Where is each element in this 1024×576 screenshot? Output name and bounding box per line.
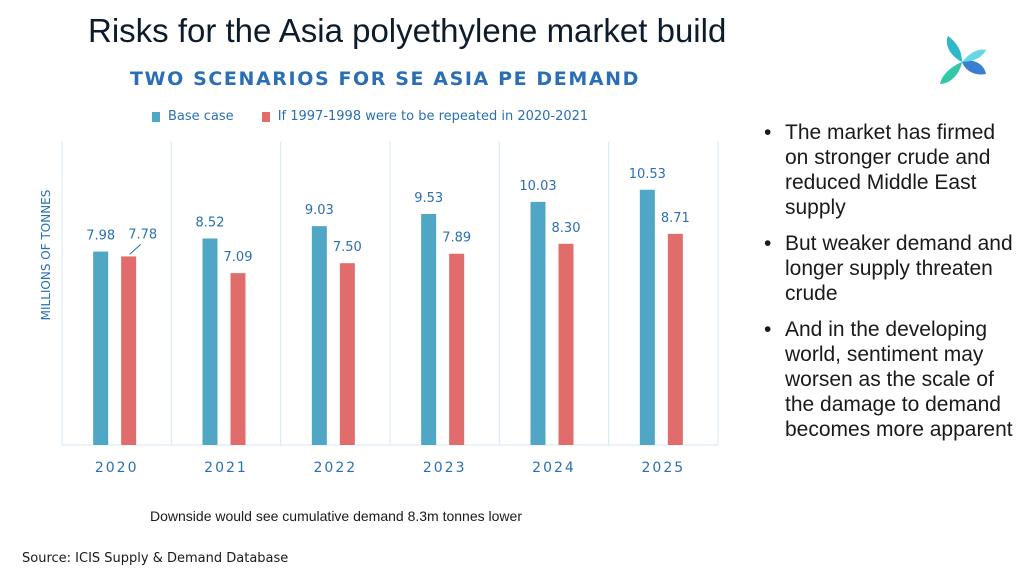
x-tick-label: 2022	[314, 460, 358, 476]
chart-legend: Base case If 1997-1998 were to be repeat…	[152, 109, 616, 124]
data-label: 7.50	[333, 240, 362, 255]
data-label: 7.98	[86, 229, 115, 244]
x-tick-label: 2024	[532, 460, 576, 476]
bar-base-case	[202, 238, 218, 445]
legend-item-base-case: Base case	[152, 109, 234, 124]
bullet-dot-icon: •	[764, 121, 772, 144]
data-label: 9.53	[414, 191, 443, 206]
bar-repeat-scenario	[230, 273, 246, 445]
bullet-dot-icon: •	[764, 318, 772, 341]
data-label: 9.03	[305, 203, 334, 218]
bar-base-case	[421, 213, 437, 445]
data-label: 7.89	[442, 231, 471, 246]
data-label: 8.30	[552, 221, 581, 236]
bullet-dot-icon: •	[764, 232, 772, 255]
legend-swatch-repeat-scenario	[261, 111, 270, 122]
data-label: 8.71	[661, 211, 690, 226]
bullet-text: And in the developing world, sentiment m…	[785, 318, 1013, 441]
data-label: 7.78	[128, 227, 157, 242]
bar-repeat-scenario	[667, 233, 683, 445]
x-tick-label: 2025	[642, 460, 686, 476]
slide-title: Risks for the Asia polyethylene market b…	[88, 12, 727, 49]
source-note: Source: ICIS Supply & Demand Database	[22, 551, 289, 566]
bar-base-case	[639, 189, 655, 445]
bar-repeat-scenario	[449, 253, 465, 445]
bar-chart: 7.98 7.78 2020 8.52 7.09 2021 9.03 7.50 2022 9.53…	[61, 142, 719, 476]
bar-repeat-scenario	[558, 243, 574, 445]
chart-footnote: Downside would see cumulative demand 8.3…	[150, 508, 522, 524]
x-tick-label: 2021	[204, 460, 248, 476]
bullet-text: The market has firmed on stronger crude …	[785, 121, 996, 219]
legend-label-repeat-scenario: If 1997-1998 were to be repeated in 2020…	[277, 109, 589, 124]
legend-swatch-base-case	[152, 111, 160, 122]
data-label: 10.03	[519, 179, 556, 194]
bullet-text: But weaker demand and longer supply thre…	[785, 232, 1013, 305]
x-tick-label: 2023	[423, 460, 467, 476]
x-tick-label: 2020	[95, 460, 139, 476]
bar-repeat-scenario	[339, 263, 355, 445]
legend-label-base-case: Base case	[168, 109, 234, 124]
bullet-list: • The market has firmed on stronger crude…	[760, 120, 1015, 453]
data-label: 8.52	[196, 215, 225, 230]
chart-title: TWO SCENARIOS FOR SE ASIA PE DEMAND	[130, 68, 641, 90]
bar-base-case	[530, 201, 546, 445]
bar-repeat-scenario	[121, 256, 137, 445]
bar-base-case	[93, 251, 109, 445]
legend-item-repeat-scenario: If 1997-1998 were to be repeated in 2020…	[261, 109, 589, 124]
bullet-item: • And in the developing world, sentiment …	[760, 317, 1015, 442]
icis-star-logo-icon	[940, 36, 986, 84]
bullet-item: • The market has firmed on stronger crude…	[760, 120, 1015, 220]
data-label-leader-line	[129, 244, 142, 255]
data-label: 10.53	[629, 167, 666, 182]
data-label: 7.09	[224, 250, 253, 265]
bar-base-case	[311, 226, 327, 445]
bullet-item: • But weaker demand and longer supply thr…	[760, 231, 1015, 306]
